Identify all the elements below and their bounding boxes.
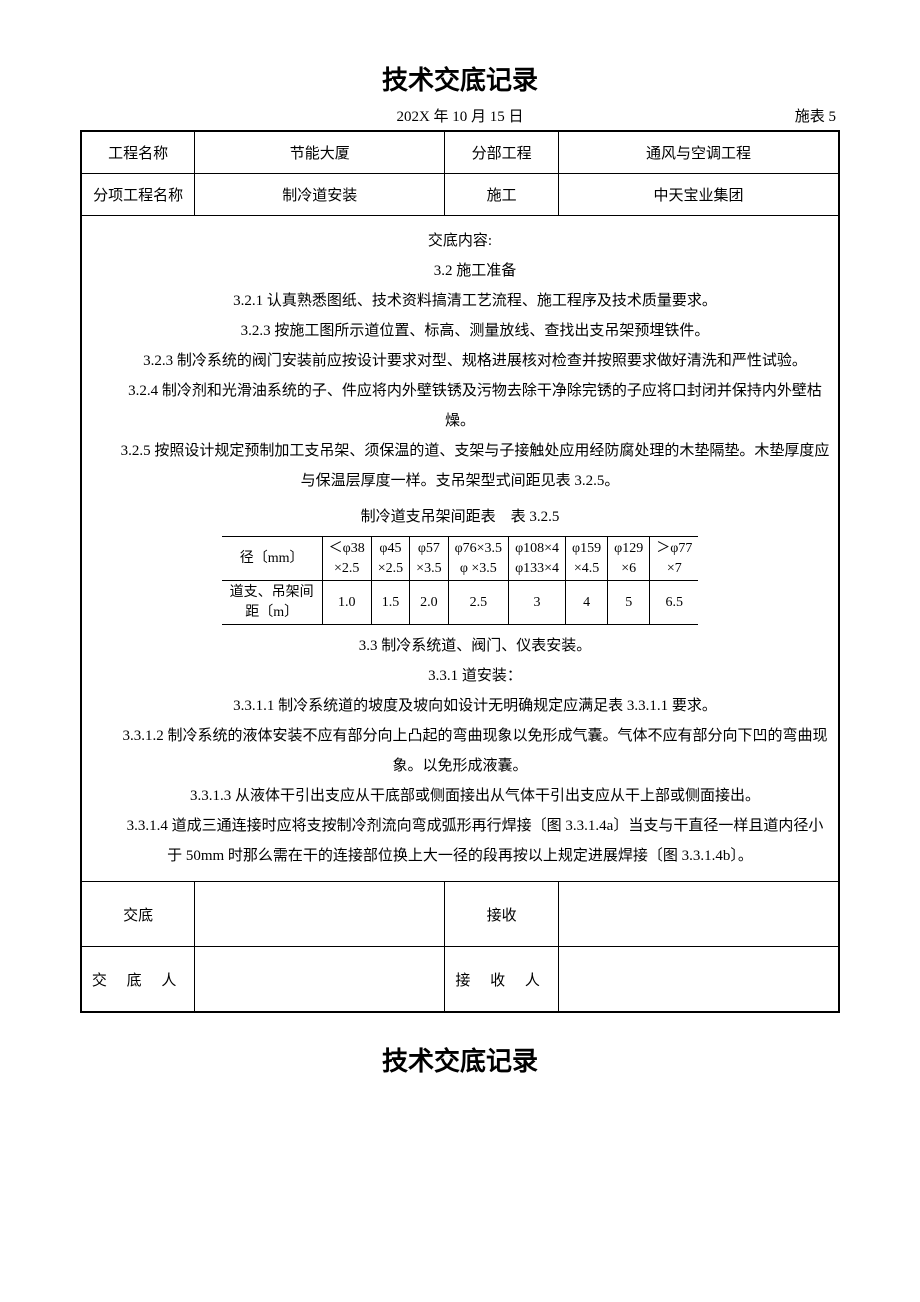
para-3-2: 3.2 施工准备 xyxy=(90,256,830,286)
spacing-table: 径〔mm〕 ＜φ38×2.5 φ45×2.5 φ57×3.5 φ76×3.5φ … xyxy=(222,536,699,625)
division-label: 分部工程 xyxy=(445,131,559,174)
dia-cell: φ76×3.5φ ×3.5 xyxy=(448,537,508,581)
para-3-3-1-3: 3.3.1.3 从液体干引出支应从干底部或侧面接出从气体干引出支应从干上部或侧面… xyxy=(90,781,830,811)
jiaodiren-label: 交 底 人 xyxy=(81,947,195,1013)
para-3-2-5: 3.2.5 按照设计规定预制加工支吊架、须保温的道、支架与子接触处应用经防腐处理… xyxy=(90,436,830,496)
page-title: 技术交底记录 xyxy=(80,60,840,97)
jiaodi-label: 交底 xyxy=(81,882,195,947)
subitem-value: 制冷道安装 xyxy=(195,174,445,216)
para-3-3-1-2: 3.3.1.2 制冷系统的液体安装不应有部分向上凸起的弯曲现象以免形成气囊。气体… xyxy=(90,721,830,781)
spacing-cell: 3 xyxy=(509,581,566,625)
dia-cell: φ57×3.5 xyxy=(410,537,448,581)
para-3-3-1-4: 3.3.1.4 道成三通连接时应将支按制冷剂流向弯成弧形再行焊接〔图 3.3.1… xyxy=(90,811,830,871)
jieshou-value xyxy=(559,882,840,947)
jieshouren-value xyxy=(559,947,840,1013)
table-row: 径〔mm〕 ＜φ38×2.5 φ45×2.5 φ57×3.5 φ76×3.5φ … xyxy=(222,537,699,581)
sign-row-1: 交底 接收 xyxy=(81,882,839,947)
content-head: 交底内容: xyxy=(90,226,830,256)
header-row-2: 分项工程名称 制冷道安装 施工 中天宝业集团 xyxy=(81,174,839,216)
inner-table-caption: 制冷道支吊架间距表 表 3.2.5 xyxy=(90,502,830,532)
spacing-cell: 1.0 xyxy=(322,581,371,625)
form-number: 施表 5 xyxy=(756,105,836,126)
dia-cell: ＜φ38×2.5 xyxy=(322,537,371,581)
spacing-cell: 6.5 xyxy=(650,581,699,625)
jieshouren-label: 接 收 人 xyxy=(445,947,559,1013)
dia-cell: φ129×6 xyxy=(608,537,650,581)
header-row-1: 工程名称 节能大厦 分部工程 通风与空调工程 xyxy=(81,131,839,174)
project-name-label: 工程名称 xyxy=(81,131,195,174)
para-3-2-3b: 3.2.3 制冷系统的阀门安装前应按设计要求对型、规格进展核对检查并按照要求做好… xyxy=(90,346,830,376)
dia-cell: φ45×2.5 xyxy=(371,537,409,581)
jieshou-label: 接收 xyxy=(445,882,559,947)
construction-label: 施工 xyxy=(445,174,559,216)
dia-cell: φ159×4.5 xyxy=(566,537,608,581)
para-3-3-1: 3.3.1 道安装： xyxy=(90,661,830,691)
date-text: 202X 年 10 月 15 日 xyxy=(164,105,756,126)
dia-cell: ＞φ77×7 xyxy=(650,537,699,581)
table-row: 道支、吊架间距〔m〕 1.0 1.5 2.0 2.5 3 4 5 6.5 xyxy=(222,581,699,625)
spacing-cell: 4 xyxy=(566,581,608,625)
content-cell: 交底内容: 3.2 施工准备 3.2.1 认真熟悉图纸、技术资料搞清工艺流程、施… xyxy=(81,216,839,882)
para-3-3: 3.3 制冷系统道、阀门、仪表安装。 xyxy=(90,631,830,661)
para-3-2-1: 3.2.1 认真熟悉图纸、技术资料搞清工艺流程、施工程序及技术质量要求。 xyxy=(90,286,830,316)
subitem-label: 分项工程名称 xyxy=(81,174,195,216)
col-label-diameter: 径〔mm〕 xyxy=(222,537,323,581)
construction-value: 中天宝业集团 xyxy=(559,174,840,216)
jiaodiren-value xyxy=(195,947,445,1013)
spacing-cell: 2.5 xyxy=(448,581,508,625)
spacing-cell: 1.5 xyxy=(371,581,409,625)
dia-cell: φ108×4φ133×4 xyxy=(509,537,566,581)
spacing-cell: 2.0 xyxy=(410,581,448,625)
sub-row: 202X 年 10 月 15 日 施表 5 xyxy=(84,105,836,126)
para-3-3-1-1: 3.3.1.1 制冷系统道的坡度及坡向如设计无明确规定应满足表 3.3.1.1 … xyxy=(90,691,830,721)
sign-row-2: 交 底 人 接 收 人 xyxy=(81,947,839,1013)
project-name-value: 节能大厦 xyxy=(195,131,445,174)
jiaodi-value xyxy=(195,882,445,947)
division-value: 通风与空调工程 xyxy=(559,131,840,174)
spacing-cell: 5 xyxy=(608,581,650,625)
main-table: 工程名称 节能大厦 分部工程 通风与空调工程 分项工程名称 制冷道安装 施工 中… xyxy=(80,130,840,1013)
col-label-spacing: 道支、吊架间距〔m〕 xyxy=(222,581,323,625)
para-3-2-3a: 3.2.3 按施工图所示道位置、标高、测量放线、查找出支吊架预埋铁件。 xyxy=(90,316,830,346)
page-title-2: 技术交底记录 xyxy=(80,1041,840,1078)
para-3-2-4: 3.2.4 制冷剂和光滑油系统的子、件应将内外壁铁锈及污物去除干净除完锈的子应将… xyxy=(90,376,830,436)
